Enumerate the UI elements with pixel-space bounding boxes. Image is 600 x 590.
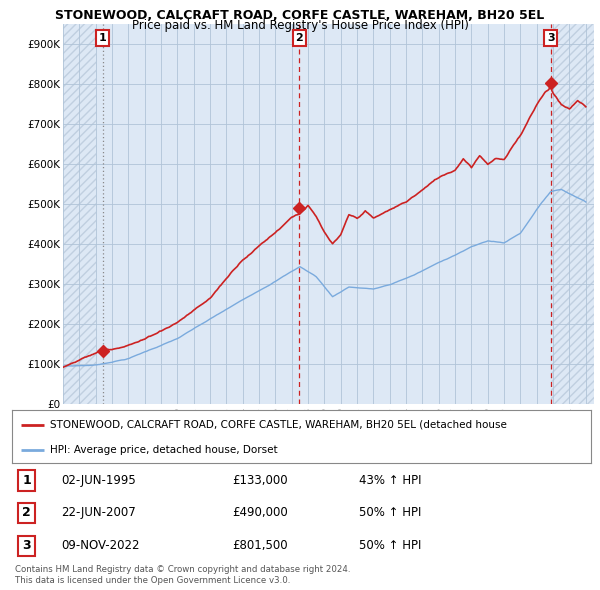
Text: £133,000: £133,000 [232, 474, 287, 487]
Text: STONEWOOD, CALCRAFT ROAD, CORFE CASTLE, WAREHAM, BH20 5EL: STONEWOOD, CALCRAFT ROAD, CORFE CASTLE, … [55, 9, 545, 22]
Text: 50% ↑ HPI: 50% ↑ HPI [359, 506, 422, 519]
Text: 1: 1 [98, 33, 106, 43]
Text: HPI: Average price, detached house, Dorset: HPI: Average price, detached house, Dors… [50, 445, 277, 455]
Text: 09-NOV-2022: 09-NOV-2022 [61, 539, 140, 552]
Bar [551, 24, 594, 404]
Text: £490,000: £490,000 [232, 506, 288, 519]
Text: 22-JUN-2007: 22-JUN-2007 [61, 506, 136, 519]
Text: 3: 3 [547, 33, 554, 43]
Text: 2: 2 [22, 506, 31, 519]
Bar [63, 24, 95, 404]
Text: 02-JUN-1995: 02-JUN-1995 [61, 474, 136, 487]
Text: £801,500: £801,500 [232, 539, 287, 552]
Text: 2: 2 [296, 33, 303, 43]
Text: Price paid vs. HM Land Registry's House Price Index (HPI): Price paid vs. HM Land Registry's House … [131, 19, 469, 32]
Text: 43% ↑ HPI: 43% ↑ HPI [359, 474, 422, 487]
Text: 3: 3 [22, 539, 31, 552]
Text: 1: 1 [22, 474, 31, 487]
Text: 50% ↑ HPI: 50% ↑ HPI [359, 539, 422, 552]
Text: Contains HM Land Registry data © Crown copyright and database right 2024.
This d: Contains HM Land Registry data © Crown c… [15, 565, 350, 585]
Text: STONEWOOD, CALCRAFT ROAD, CORFE CASTLE, WAREHAM, BH20 5EL (detached house: STONEWOOD, CALCRAFT ROAD, CORFE CASTLE, … [50, 420, 506, 430]
